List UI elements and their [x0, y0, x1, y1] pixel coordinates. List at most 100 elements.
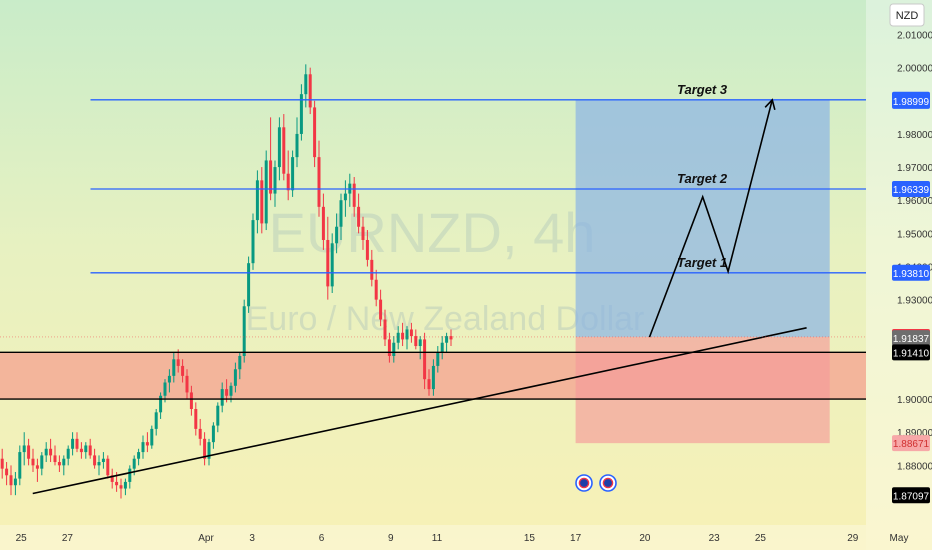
- projection-arrow[interactable]: [648, 98, 776, 338]
- candle[interactable]: [44, 442, 48, 463]
- candle[interactable]: [247, 256, 251, 313]
- candle[interactable]: [181, 359, 185, 383]
- price-tag[interactable]: 1.98999: [892, 92, 930, 109]
- candle[interactable]: [9, 465, 13, 496]
- candle[interactable]: [418, 336, 422, 360]
- candle[interactable]: [317, 140, 321, 217]
- price-tag[interactable]: 1.91837: [892, 330, 930, 347]
- candle[interactable]: [40, 452, 44, 476]
- candle[interactable]: [71, 432, 75, 456]
- candle[interactable]: [123, 478, 127, 496]
- candle[interactable]: [335, 213, 339, 254]
- candle[interactable]: [185, 369, 189, 400]
- candle[interactable]: [101, 452, 105, 469]
- currency-badge[interactable]: NZD: [889, 3, 925, 27]
- candle[interactable]: [167, 369, 171, 393]
- candle[interactable]: [392, 336, 396, 363]
- candle[interactable]: [13, 471, 17, 496]
- event-icon[interactable]: [599, 474, 617, 492]
- candle[interactable]: [145, 432, 149, 453]
- candle[interactable]: [79, 442, 83, 459]
- candle[interactable]: [313, 100, 317, 168]
- candle[interactable]: [299, 84, 303, 141]
- candle[interactable]: [238, 352, 242, 380]
- candle[interactable]: [49, 438, 53, 463]
- candle[interactable]: [427, 369, 431, 396]
- candle[interactable]: [216, 402, 220, 433]
- price-tag[interactable]: 1.87097: [892, 487, 930, 504]
- candle[interactable]: [110, 468, 114, 489]
- candle[interactable]: [88, 438, 92, 459]
- long-position-target-zone[interactable]: [575, 99, 830, 337]
- candle[interactable]: [53, 445, 57, 466]
- candle[interactable]: [22, 432, 26, 466]
- price-tag[interactable]: 1.88671: [892, 435, 930, 452]
- candle[interactable]: [321, 193, 325, 250]
- candle[interactable]: [251, 213, 255, 270]
- candle[interactable]: [62, 455, 66, 476]
- candle[interactable]: [365, 230, 369, 267]
- candle[interactable]: [445, 332, 449, 353]
- candle[interactable]: [291, 150, 295, 197]
- candle[interactable]: [203, 432, 207, 466]
- candle[interactable]: [84, 442, 88, 459]
- candle[interactable]: [150, 425, 154, 449]
- candle[interactable]: [273, 160, 277, 207]
- candle[interactable]: [361, 216, 365, 250]
- candle[interactable]: [330, 233, 334, 294]
- candle[interactable]: [233, 362, 237, 393]
- candle[interactable]: [414, 329, 418, 350]
- candle[interactable]: [31, 448, 35, 472]
- candle[interactable]: [286, 150, 290, 201]
- candle[interactable]: [35, 458, 39, 482]
- candle[interactable]: [295, 117, 299, 168]
- candle[interactable]: [409, 322, 413, 343]
- candle[interactable]: [401, 322, 405, 347]
- candle[interactable]: [436, 346, 440, 373]
- time-axis[interactable]: [0, 525, 866, 550]
- candle[interactable]: [269, 117, 273, 201]
- candle[interactable]: [387, 332, 391, 363]
- candle[interactable]: [440, 336, 444, 360]
- long-position-stop-zone[interactable]: [575, 336, 830, 444]
- calendar-events[interactable]: [575, 474, 617, 492]
- candle[interactable]: [343, 180, 347, 217]
- candle[interactable]: [242, 299, 246, 363]
- candle[interactable]: [308, 67, 312, 115]
- candle[interactable]: [379, 289, 383, 327]
- candle[interactable]: [176, 349, 180, 373]
- candle[interactable]: [277, 117, 281, 181]
- candle[interactable]: [383, 309, 387, 347]
- candle[interactable]: [141, 435, 145, 459]
- candle[interactable]: [352, 177, 356, 217]
- price-tag[interactable]: 1.91410: [892, 344, 930, 361]
- candle[interactable]: [128, 465, 132, 489]
- candle[interactable]: [198, 418, 202, 446]
- candle[interactable]: [264, 150, 268, 231]
- candle[interactable]: [431, 359, 435, 396]
- candle[interactable]: [220, 382, 224, 413]
- candle[interactable]: [282, 114, 286, 181]
- candle[interactable]: [207, 438, 211, 466]
- candle[interactable]: [137, 448, 141, 466]
- candle[interactable]: [27, 438, 31, 466]
- candle[interactable]: [357, 193, 361, 234]
- candle[interactable]: [423, 332, 427, 390]
- candle[interactable]: [189, 385, 193, 416]
- event-icon[interactable]: [575, 474, 593, 492]
- candle[interactable]: [370, 249, 374, 287]
- candle[interactable]: [154, 409, 158, 436]
- candle[interactable]: [405, 326, 409, 350]
- candle[interactable]: [374, 269, 378, 307]
- candle[interactable]: [159, 392, 163, 419]
- price-tag[interactable]: 1.93810: [892, 264, 930, 281]
- candle[interactable]: [396, 326, 400, 350]
- candle[interactable]: [57, 455, 61, 472]
- ascending-trendline[interactable]: [32, 327, 807, 495]
- candle[interactable]: [18, 445, 22, 486]
- candle[interactable]: [119, 478, 123, 499]
- price-tag[interactable]: 1.96339: [892, 180, 930, 197]
- candle[interactable]: [5, 462, 9, 486]
- candle[interactable]: [66, 445, 70, 466]
